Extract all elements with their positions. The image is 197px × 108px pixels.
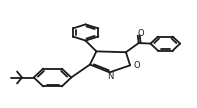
Text: O: O xyxy=(133,61,140,70)
Text: N: N xyxy=(107,72,113,81)
Text: O: O xyxy=(137,29,144,38)
